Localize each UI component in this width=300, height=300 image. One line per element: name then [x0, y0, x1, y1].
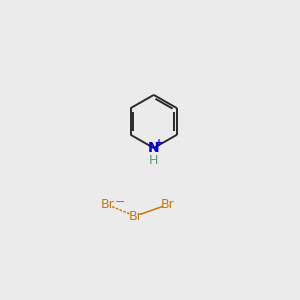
Text: N: N	[148, 141, 160, 155]
Text: −: −	[115, 196, 125, 209]
Text: Br: Br	[161, 198, 175, 211]
Text: Br: Br	[128, 210, 142, 223]
Text: Br: Br	[100, 198, 114, 211]
Text: H: H	[149, 154, 158, 166]
Text: +: +	[155, 138, 163, 148]
